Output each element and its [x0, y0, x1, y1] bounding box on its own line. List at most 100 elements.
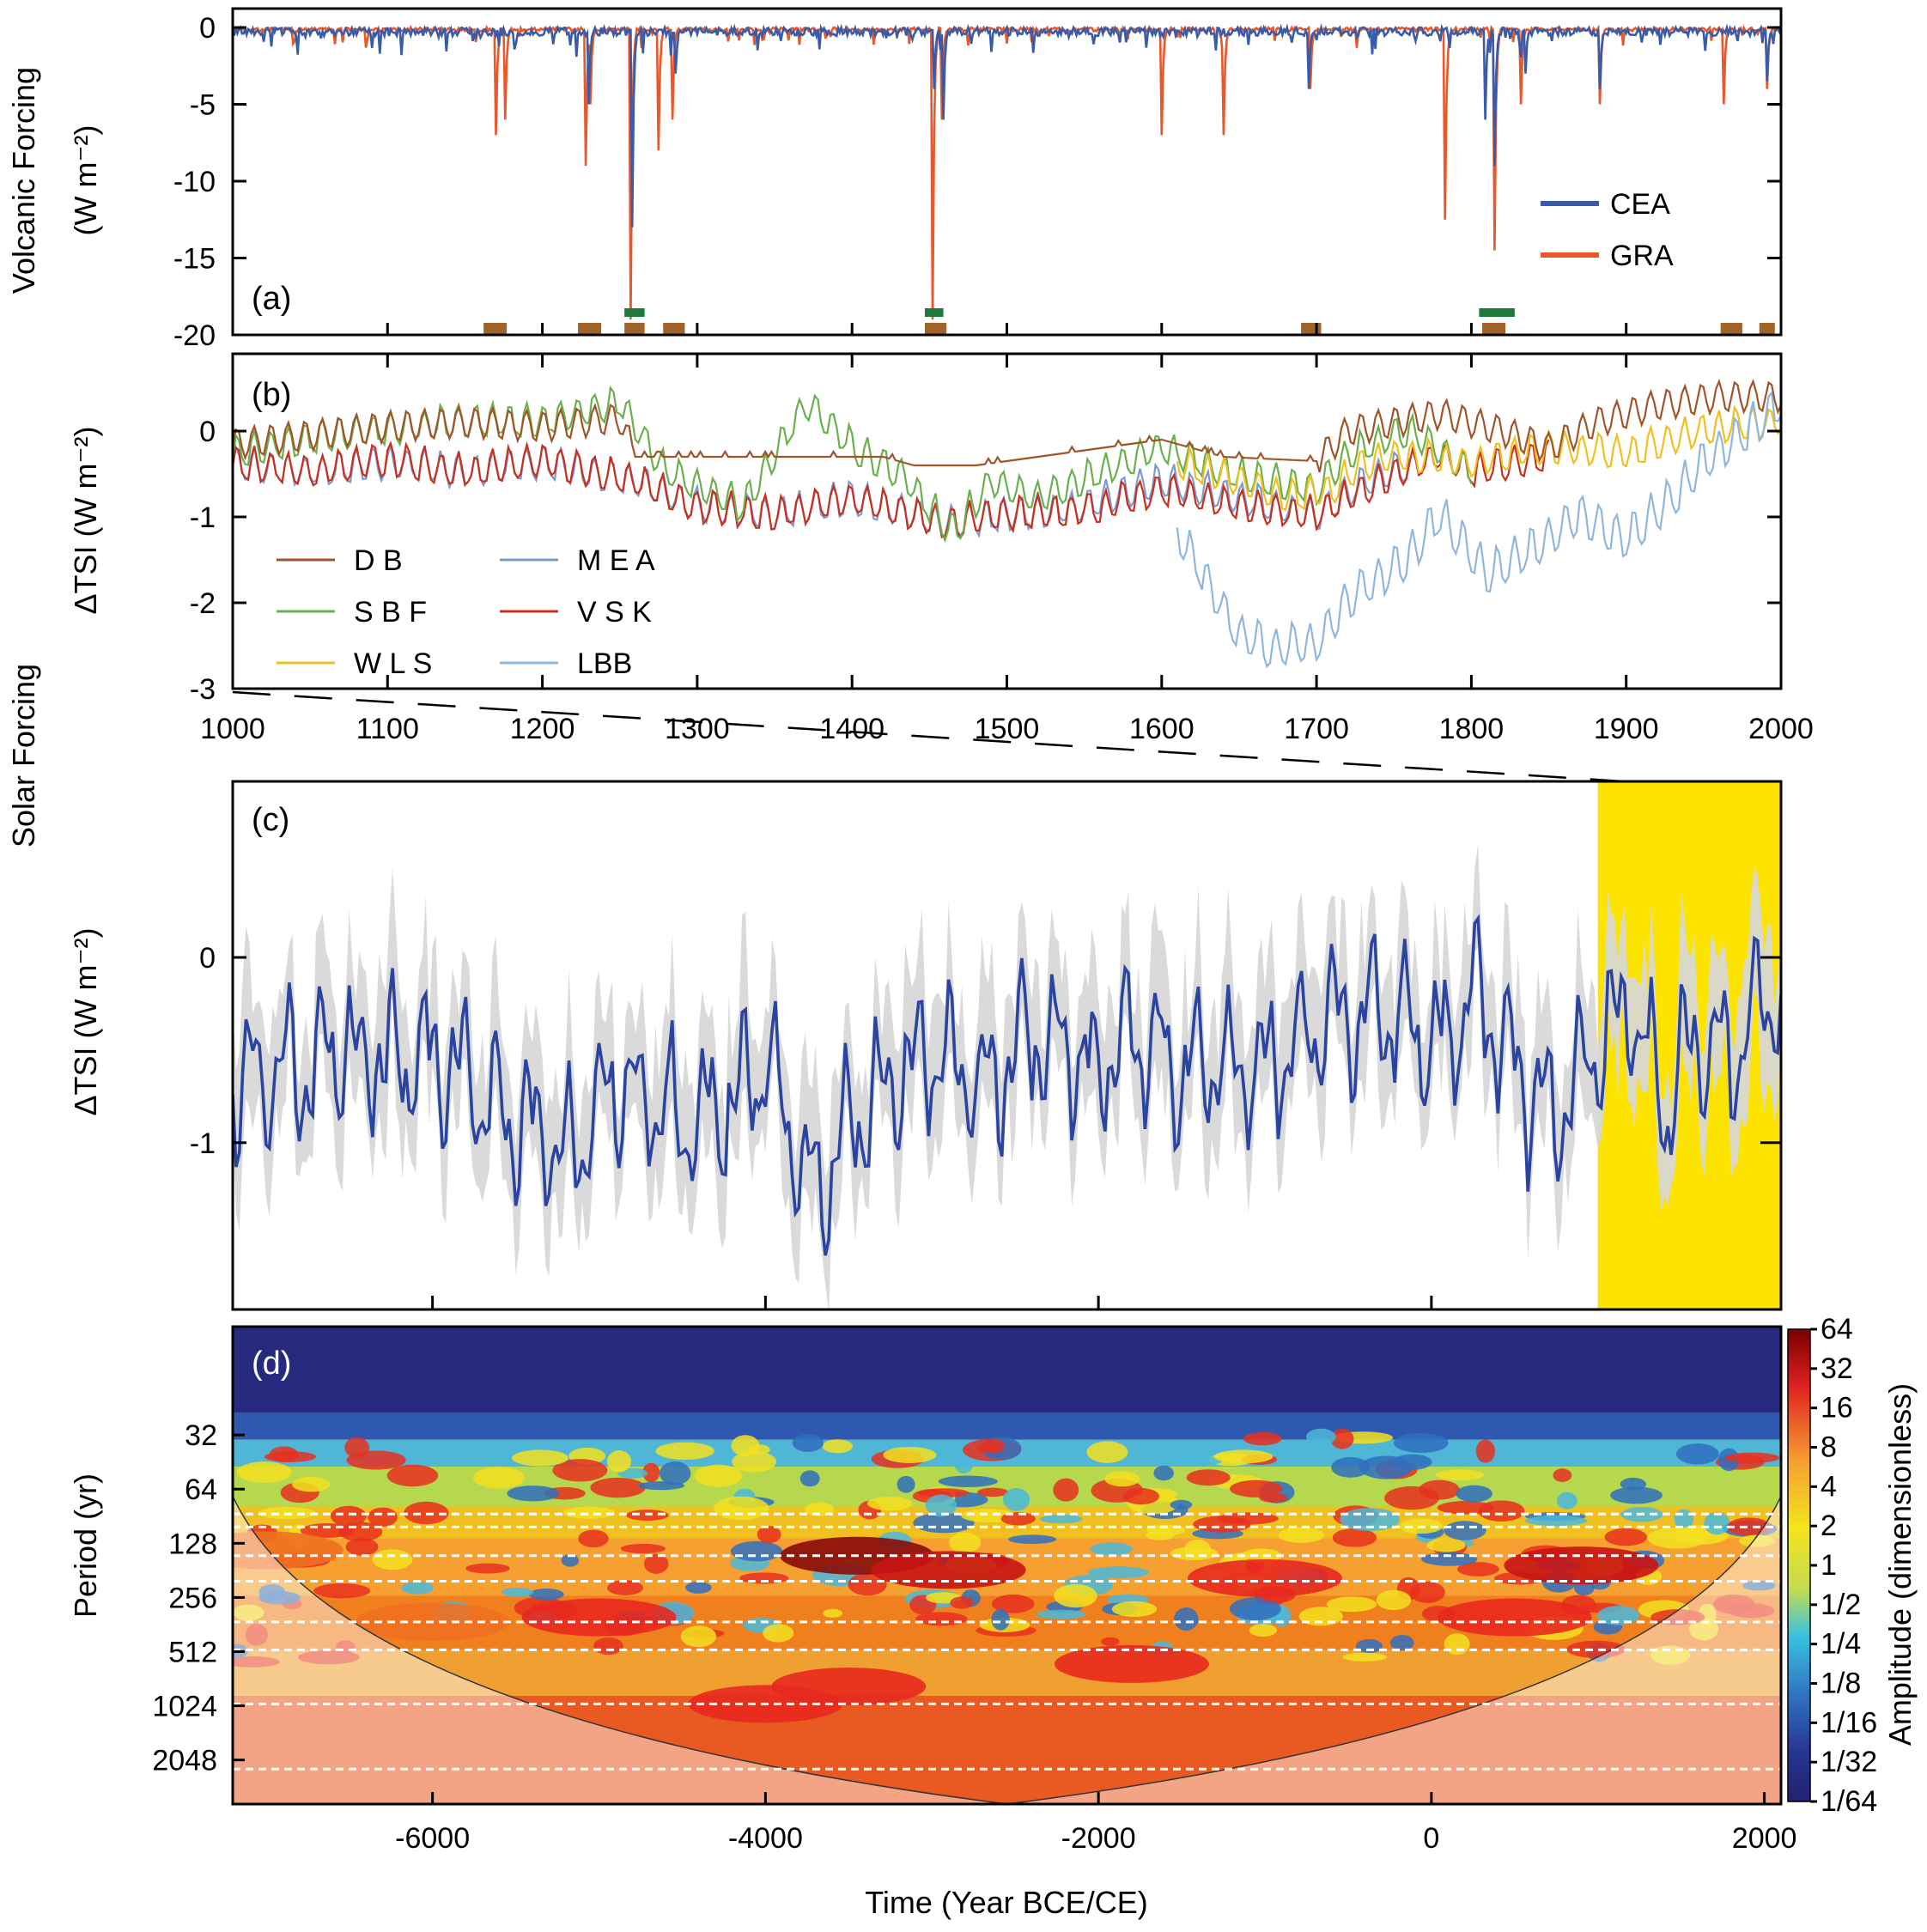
heatmap-blob [1054, 1583, 1097, 1608]
heatmap-blob [1306, 1428, 1336, 1445]
panel-a-ylabel: (W m⁻²) [68, 125, 103, 236]
eruption-bar-green [624, 308, 645, 317]
xtick-label: 2000 [1748, 713, 1814, 745]
heatmap-band [233, 1327, 1781, 1413]
colorbar-tick-label: 1/4 [1821, 1628, 1861, 1661]
ytick-label: -1 [190, 1127, 216, 1160]
cone-of-influence-right [1006, 1496, 1781, 1804]
heatmap-blob [1259, 1492, 1288, 1503]
heatmap-hotspot [871, 1551, 1026, 1589]
colorbar-tick-label: 1/64 [1821, 1785, 1877, 1818]
heatmap-blob [620, 1543, 666, 1554]
heatmap-blob [1146, 1530, 1175, 1540]
colorbar-scale [1787, 1328, 1811, 1802]
heatmap-blob [659, 1461, 691, 1485]
heatmap-blob [1174, 1607, 1199, 1631]
eruption-bar-brown [1482, 323, 1506, 335]
heatmap-blob [1090, 1542, 1133, 1556]
panel-b: ΔTSI (W m⁻²) 0 -1 -2 -3 1000 1100 1200 1300 1400… [68, 352, 1814, 745]
solar-forcing-label: Solar Forcing [6, 664, 41, 848]
heatmap-blob [1742, 1580, 1776, 1591]
eruption-bar-brown [578, 323, 602, 335]
heatmap-blob [245, 1623, 268, 1646]
xtick-label: 1100 [356, 713, 419, 745]
colorbar-tick-label: 64 [1821, 1313, 1853, 1346]
heatmap-blob [804, 1502, 835, 1516]
heatmap-hotspot [1054, 1644, 1209, 1683]
heatmap-blob [1170, 1499, 1193, 1510]
series-sbf-line [233, 386, 1473, 544]
heatmap-blob [258, 1591, 301, 1605]
colorbar: Amplitude (dimensionless) 64 32 16 8 4 2 1 1/2 1… [1787, 1313, 1918, 1818]
colorbar-label: Amplitude (dimensionless) [1882, 1383, 1918, 1746]
heatmap-blob [866, 1496, 913, 1511]
heatmap-blob [1101, 1637, 1120, 1646]
panel-c: ΔTSI (W m⁻²) 0 -1 (c) [68, 780, 1783, 1311]
heatmap-blob [1213, 1449, 1274, 1464]
heatmap-blob [897, 1475, 915, 1493]
heatmap-blob [1553, 1468, 1572, 1482]
heatmap-blob [1444, 1521, 1486, 1540]
panel-a-label: (a) [252, 281, 291, 317]
heatmap-blob [528, 1588, 564, 1601]
heatmap-blob [1426, 1538, 1466, 1552]
heatmap-blob [1331, 1456, 1371, 1478]
xtick-label: 1700 [1284, 713, 1349, 745]
xtick-label: 1400 [819, 713, 884, 745]
heatmap-blob [563, 1506, 616, 1519]
legend-label: V S K [577, 596, 652, 629]
heatmap-blob [1243, 1431, 1282, 1446]
heatmap-blob [330, 1505, 367, 1527]
ytick-label: 256 [168, 1582, 217, 1614]
heatmap-blob [237, 1461, 292, 1483]
xtick-label: -4000 [728, 1822, 803, 1855]
heatmap-blob [1330, 1428, 1354, 1449]
heatmap-band [233, 1412, 1781, 1440]
heatmap-blob [1604, 1528, 1648, 1546]
heatmap-hotspot [1188, 1558, 1342, 1597]
heatmap-blob [1111, 1601, 1158, 1618]
heatmap-blob [1008, 1534, 1057, 1545]
xtick-label: 1200 [510, 713, 575, 745]
heatmap-blob [1170, 1546, 1219, 1560]
heatmap-blob [1249, 1624, 1277, 1637]
series-db-line [233, 378, 1781, 473]
heatmap-blob [792, 1434, 824, 1452]
panel-c-ylabel: ΔTSI (W m⁻²) [68, 928, 103, 1116]
eruption-bar-brown [924, 323, 947, 335]
panel-d-frame [231, 1325, 1783, 1806]
xtick-label: 1300 [665, 713, 730, 745]
panel-b-frame [231, 352, 1783, 690]
heatmap-blob [1153, 1465, 1174, 1481]
heatmap-blob [1409, 1581, 1445, 1603]
heatmap-blob [1342, 1652, 1387, 1662]
heatmap-blob [233, 1604, 264, 1621]
heatmap-blob [763, 1624, 794, 1643]
ytick-label: -2 [190, 587, 216, 620]
colorbar-tick-label: 1 [1821, 1549, 1837, 1582]
heatmap-blob [732, 1451, 777, 1473]
heatmap-blob [313, 1583, 371, 1599]
heatmap-blob [561, 1553, 580, 1567]
mean-tsi-line [233, 914, 1781, 1256]
heatmap-blob [1394, 1432, 1449, 1453]
colorbar-tick-label: 1/8 [1821, 1668, 1861, 1700]
panel-b-legend: D B S B F W L S M E A V S K LBB [277, 544, 655, 680]
xtick-label: 0 [1423, 1822, 1439, 1855]
heatmap-blob [1036, 1609, 1086, 1619]
panel-c-frame [231, 780, 1783, 1311]
heatmap-blob [714, 1496, 769, 1521]
series-wls-line [1176, 403, 1781, 512]
heatmap-blob [1620, 1477, 1647, 1491]
heatmap-blob [1738, 1534, 1776, 1547]
heatmap-blob [1359, 1455, 1413, 1479]
legend-label: D B [354, 544, 403, 577]
heatmap-blob [822, 1439, 854, 1454]
heatmap-blob [1475, 1439, 1495, 1463]
panel-b-ylabel: ΔTSI (W m⁻²) [68, 427, 103, 615]
heatmap-band [233, 1695, 1781, 1804]
eruption-bar-brown [483, 323, 508, 335]
heatmap-blob [512, 1449, 568, 1467]
xtick-label: 1800 [1439, 713, 1505, 745]
